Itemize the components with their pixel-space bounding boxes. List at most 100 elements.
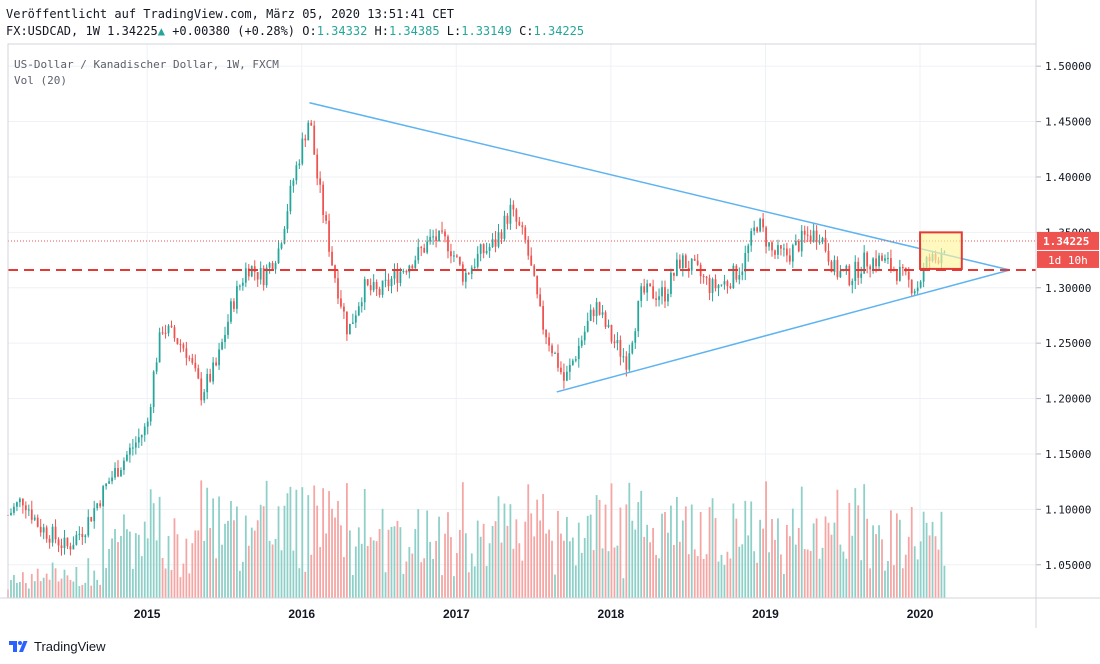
volume-bar [334, 517, 336, 598]
candle-body [114, 467, 116, 478]
volume-bar [934, 536, 937, 598]
candle-body [191, 358, 194, 363]
candle-body [87, 517, 90, 536]
x-tick-label: 2018 [598, 607, 625, 621]
candle-body [182, 344, 185, 349]
volume-bar [821, 547, 824, 598]
candle-body [331, 251, 333, 266]
candle-body [215, 362, 217, 366]
volume-bar [464, 533, 467, 598]
lower-trendline [556, 269, 1010, 393]
candle-body [910, 279, 913, 294]
y-tick-label: 1.10000 [1045, 503, 1091, 516]
volume-bar [84, 582, 87, 598]
candle-body [622, 356, 625, 358]
candle-body [545, 329, 547, 338]
candle-body [167, 325, 170, 334]
candle-body [664, 287, 666, 302]
candle-body [369, 285, 372, 291]
volume-bar [488, 543, 491, 598]
volume-bar [895, 513, 898, 598]
candle-body [637, 300, 640, 332]
volume-bar [470, 553, 473, 598]
candle-body [661, 287, 663, 297]
candle-body [244, 268, 247, 283]
volume-bar [114, 529, 116, 598]
volume-bar [250, 527, 253, 598]
volume-bar [453, 576, 455, 598]
candle-body [747, 245, 750, 253]
candle-body [289, 185, 292, 212]
volume-bar [39, 581, 42, 598]
candle-body [479, 244, 482, 254]
volume-bar [503, 503, 506, 598]
volume-bar [378, 529, 381, 598]
volume-bar [304, 571, 307, 598]
published-line: Veröffentlicht auf TradingView.com, März… [6, 7, 454, 21]
volume-bar [265, 480, 268, 598]
candle-body [836, 260, 839, 278]
volume-bar [577, 522, 580, 598]
candle-body [197, 368, 200, 379]
volume-bar [887, 561, 889, 598]
volume-bar [928, 535, 931, 598]
candle-body [684, 255, 687, 268]
candle-body [693, 258, 696, 261]
candle-body [723, 281, 726, 285]
volume-bar [396, 520, 399, 598]
candle-body [785, 248, 788, 256]
candle-body [102, 486, 105, 507]
candle-body [72, 544, 75, 550]
volume-bar [851, 535, 854, 598]
volume-bar [307, 495, 310, 598]
candle-body [137, 437, 140, 443]
volume-bar [881, 539, 883, 598]
candle-body [277, 248, 280, 264]
volume-bar [221, 544, 223, 598]
high-value: 1.34385 [388, 24, 440, 38]
candle-body [238, 285, 241, 287]
candle-body [149, 407, 152, 422]
footer-brand[interactable]: TradingView [34, 638, 106, 654]
volume-bar [467, 572, 470, 598]
candle-body [236, 286, 238, 309]
y-tick-label: 1.25000 [1045, 337, 1091, 350]
candle-body [322, 184, 325, 216]
volume-bar [81, 584, 84, 598]
volume-bar [563, 540, 565, 598]
volume-bar [215, 558, 217, 598]
volume-bar [24, 583, 27, 598]
candle-body [366, 279, 369, 286]
volume-bar [173, 518, 176, 598]
volume-bar [878, 525, 880, 598]
price-chart[interactable]: 1.05000 1.10000 1.15000 1.20000 1.25000 1.300… [0, 0, 1100, 636]
candle-body [30, 509, 33, 520]
candle-body [497, 232, 500, 247]
candle-body [890, 258, 892, 270]
candle-body [554, 352, 556, 354]
volume-bar [675, 496, 678, 598]
tradingview-logo-icon[interactable] [8, 639, 28, 653]
volume-bar [414, 529, 417, 598]
chart-title: US-Dollar / Kanadischer Dollar, 1W, FXCM [14, 58, 279, 71]
volume-bar [500, 542, 503, 598]
candle-body [568, 364, 571, 372]
candle-body [75, 534, 78, 545]
candle-body [866, 252, 869, 267]
volume-bar [783, 573, 785, 598]
volume-bar [491, 525, 494, 598]
volume-bar [387, 529, 390, 598]
volume-bar [854, 488, 857, 598]
volume-bar [13, 574, 15, 598]
volume-bar [916, 559, 919, 598]
volume-bar [274, 538, 277, 598]
volume-bar [111, 538, 113, 598]
x-tick-label: 2019 [752, 607, 779, 621]
candle-body [601, 312, 604, 315]
volume-bar [800, 486, 803, 598]
y-tick-label: 1.15000 [1045, 448, 1091, 461]
candle-body [458, 256, 461, 265]
volume-bar [102, 507, 105, 598]
candle-body [652, 286, 654, 299]
candle-body [756, 227, 759, 232]
